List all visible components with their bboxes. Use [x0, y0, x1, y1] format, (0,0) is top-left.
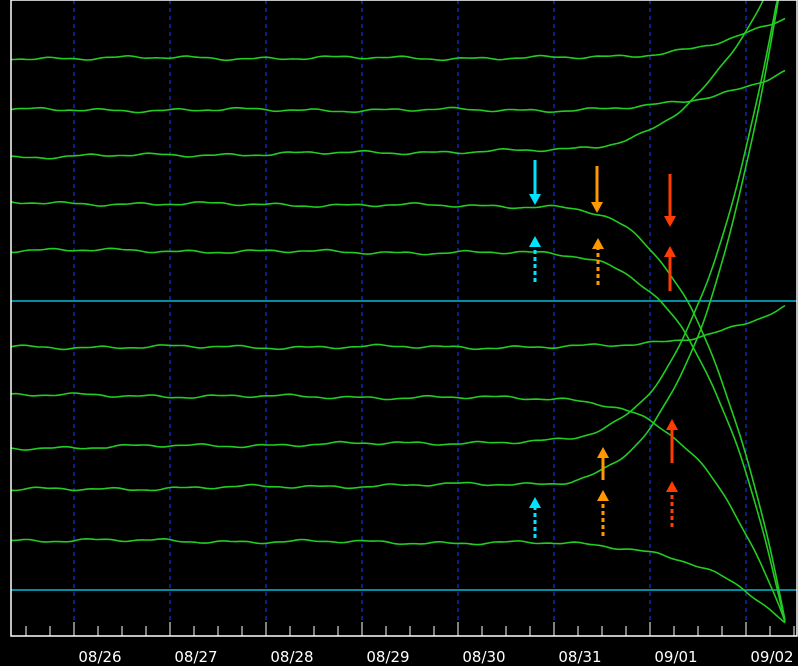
arrow-head — [664, 246, 676, 257]
x-tick-label: 08/28 — [270, 648, 313, 666]
series-line — [11, 247, 786, 623]
annotation-arrows — [529, 160, 678, 538]
x-tick-label: 08/29 — [366, 648, 409, 666]
arrow-head — [529, 236, 541, 247]
series-line — [10, 0, 779, 451]
arrow-head — [591, 202, 603, 213]
arrow-head — [666, 419, 678, 430]
x-axis-tick-labels: 08/26 08/27 08/28 08/29 08/30 08/31 09/0… — [78, 648, 793, 666]
series-line — [10, 392, 786, 622]
series-line — [10, 0, 765, 160]
arrow-head — [597, 490, 609, 501]
series-line — [10, 0, 780, 492]
arrow-head — [592, 238, 604, 249]
x-tick-label: 08/27 — [174, 648, 217, 666]
x-tick-label: 08/26 — [78, 648, 121, 666]
reference-lines — [11, 300, 797, 591]
series-traces — [10, 0, 786, 624]
plot-frame — [10, 0, 798, 637]
x-tick-label: 09/02 — [750, 648, 793, 666]
series-line — [10, 69, 786, 114]
arrow-head — [664, 216, 676, 227]
x-tick-label: 09/01 — [654, 648, 697, 666]
grid-lines — [73, 0, 747, 636]
series-line — [10, 201, 786, 621]
x-axis-ticks — [25, 622, 795, 636]
x-tick-label: 08/30 — [462, 648, 505, 666]
arrow-head — [529, 194, 541, 205]
series-line — [10, 304, 786, 351]
series-line — [10, 17, 786, 62]
x-tick-label: 08/31 — [558, 648, 601, 666]
series-line — [11, 537, 786, 624]
arrow-head — [597, 447, 609, 458]
arrow-head — [529, 497, 541, 508]
arrow-head — [666, 481, 678, 492]
